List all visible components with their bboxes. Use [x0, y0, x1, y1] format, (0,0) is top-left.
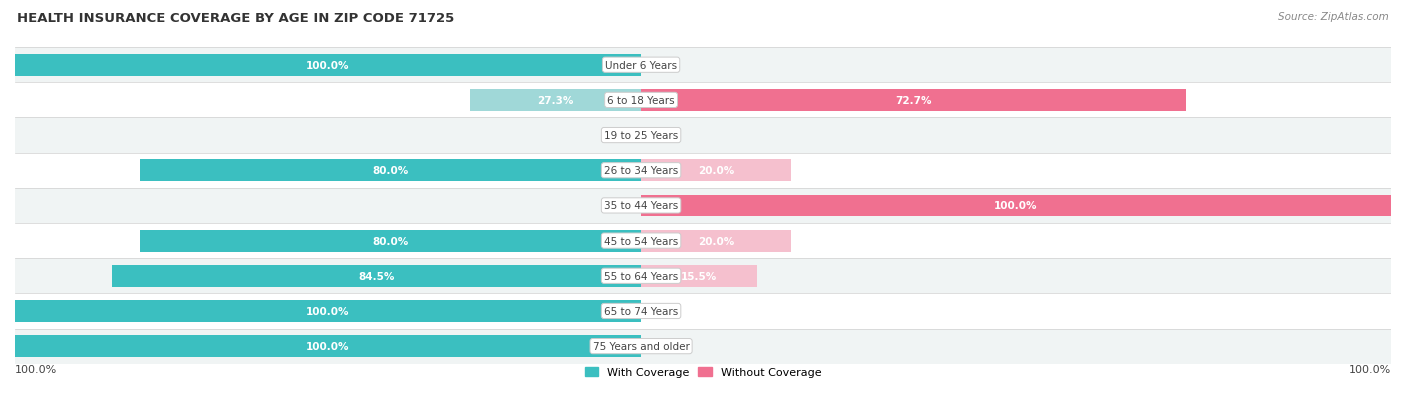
- Bar: [641, 195, 1391, 217]
- Text: 19 to 25 Years: 19 to 25 Years: [605, 131, 678, 141]
- Text: 0.0%: 0.0%: [655, 341, 681, 351]
- Text: 65 to 74 Years: 65 to 74 Years: [605, 306, 678, 316]
- Text: 20.0%: 20.0%: [697, 166, 734, 176]
- Text: 100.0%: 100.0%: [15, 365, 58, 375]
- Text: 100.0%: 100.0%: [307, 306, 350, 316]
- Text: 100.0%: 100.0%: [994, 201, 1038, 211]
- Text: 26 to 34 Years: 26 to 34 Years: [605, 166, 678, 176]
- Text: Source: ZipAtlas.com: Source: ZipAtlas.com: [1278, 12, 1389, 22]
- Bar: [15, 300, 641, 322]
- Bar: [15, 294, 1391, 329]
- Bar: [15, 153, 1391, 188]
- Text: 100.0%: 100.0%: [1348, 365, 1391, 375]
- Bar: [15, 188, 1391, 223]
- Text: 100.0%: 100.0%: [307, 341, 350, 351]
- Text: Under 6 Years: Under 6 Years: [605, 61, 678, 71]
- Bar: [112, 265, 641, 287]
- Bar: [641, 230, 792, 252]
- Text: 0.0%: 0.0%: [602, 201, 627, 211]
- Text: 6 to 18 Years: 6 to 18 Years: [607, 96, 675, 106]
- Text: 15.5%: 15.5%: [681, 271, 717, 281]
- Text: 20.0%: 20.0%: [697, 236, 734, 246]
- Bar: [15, 83, 1391, 118]
- Bar: [641, 265, 758, 287]
- Text: 45 to 54 Years: 45 to 54 Years: [605, 236, 678, 246]
- Text: 100.0%: 100.0%: [307, 61, 350, 71]
- Bar: [15, 223, 1391, 259]
- Text: 80.0%: 80.0%: [373, 236, 409, 246]
- Text: 0.0%: 0.0%: [655, 306, 681, 316]
- Text: 27.3%: 27.3%: [537, 96, 574, 106]
- Bar: [15, 55, 641, 76]
- Bar: [470, 90, 641, 112]
- Text: 80.0%: 80.0%: [373, 166, 409, 176]
- Legend: With Coverage, Without Coverage: With Coverage, Without Coverage: [585, 367, 821, 377]
- Bar: [15, 259, 1391, 294]
- Bar: [15, 118, 1391, 153]
- Text: 0.0%: 0.0%: [655, 61, 681, 71]
- Text: HEALTH INSURANCE COVERAGE BY AGE IN ZIP CODE 71725: HEALTH INSURANCE COVERAGE BY AGE IN ZIP …: [17, 12, 454, 25]
- Text: 35 to 44 Years: 35 to 44 Years: [605, 201, 678, 211]
- Bar: [141, 160, 641, 182]
- Bar: [15, 329, 1391, 364]
- Text: 55 to 64 Years: 55 to 64 Years: [605, 271, 678, 281]
- Text: 72.7%: 72.7%: [896, 96, 932, 106]
- Bar: [15, 48, 1391, 83]
- Text: 0.0%: 0.0%: [602, 131, 627, 141]
- Text: 0.0%: 0.0%: [655, 131, 681, 141]
- Bar: [15, 335, 641, 357]
- Bar: [641, 160, 792, 182]
- Bar: [641, 90, 1187, 112]
- Bar: [141, 230, 641, 252]
- Text: 75 Years and older: 75 Years and older: [593, 341, 689, 351]
- Text: 84.5%: 84.5%: [359, 271, 395, 281]
